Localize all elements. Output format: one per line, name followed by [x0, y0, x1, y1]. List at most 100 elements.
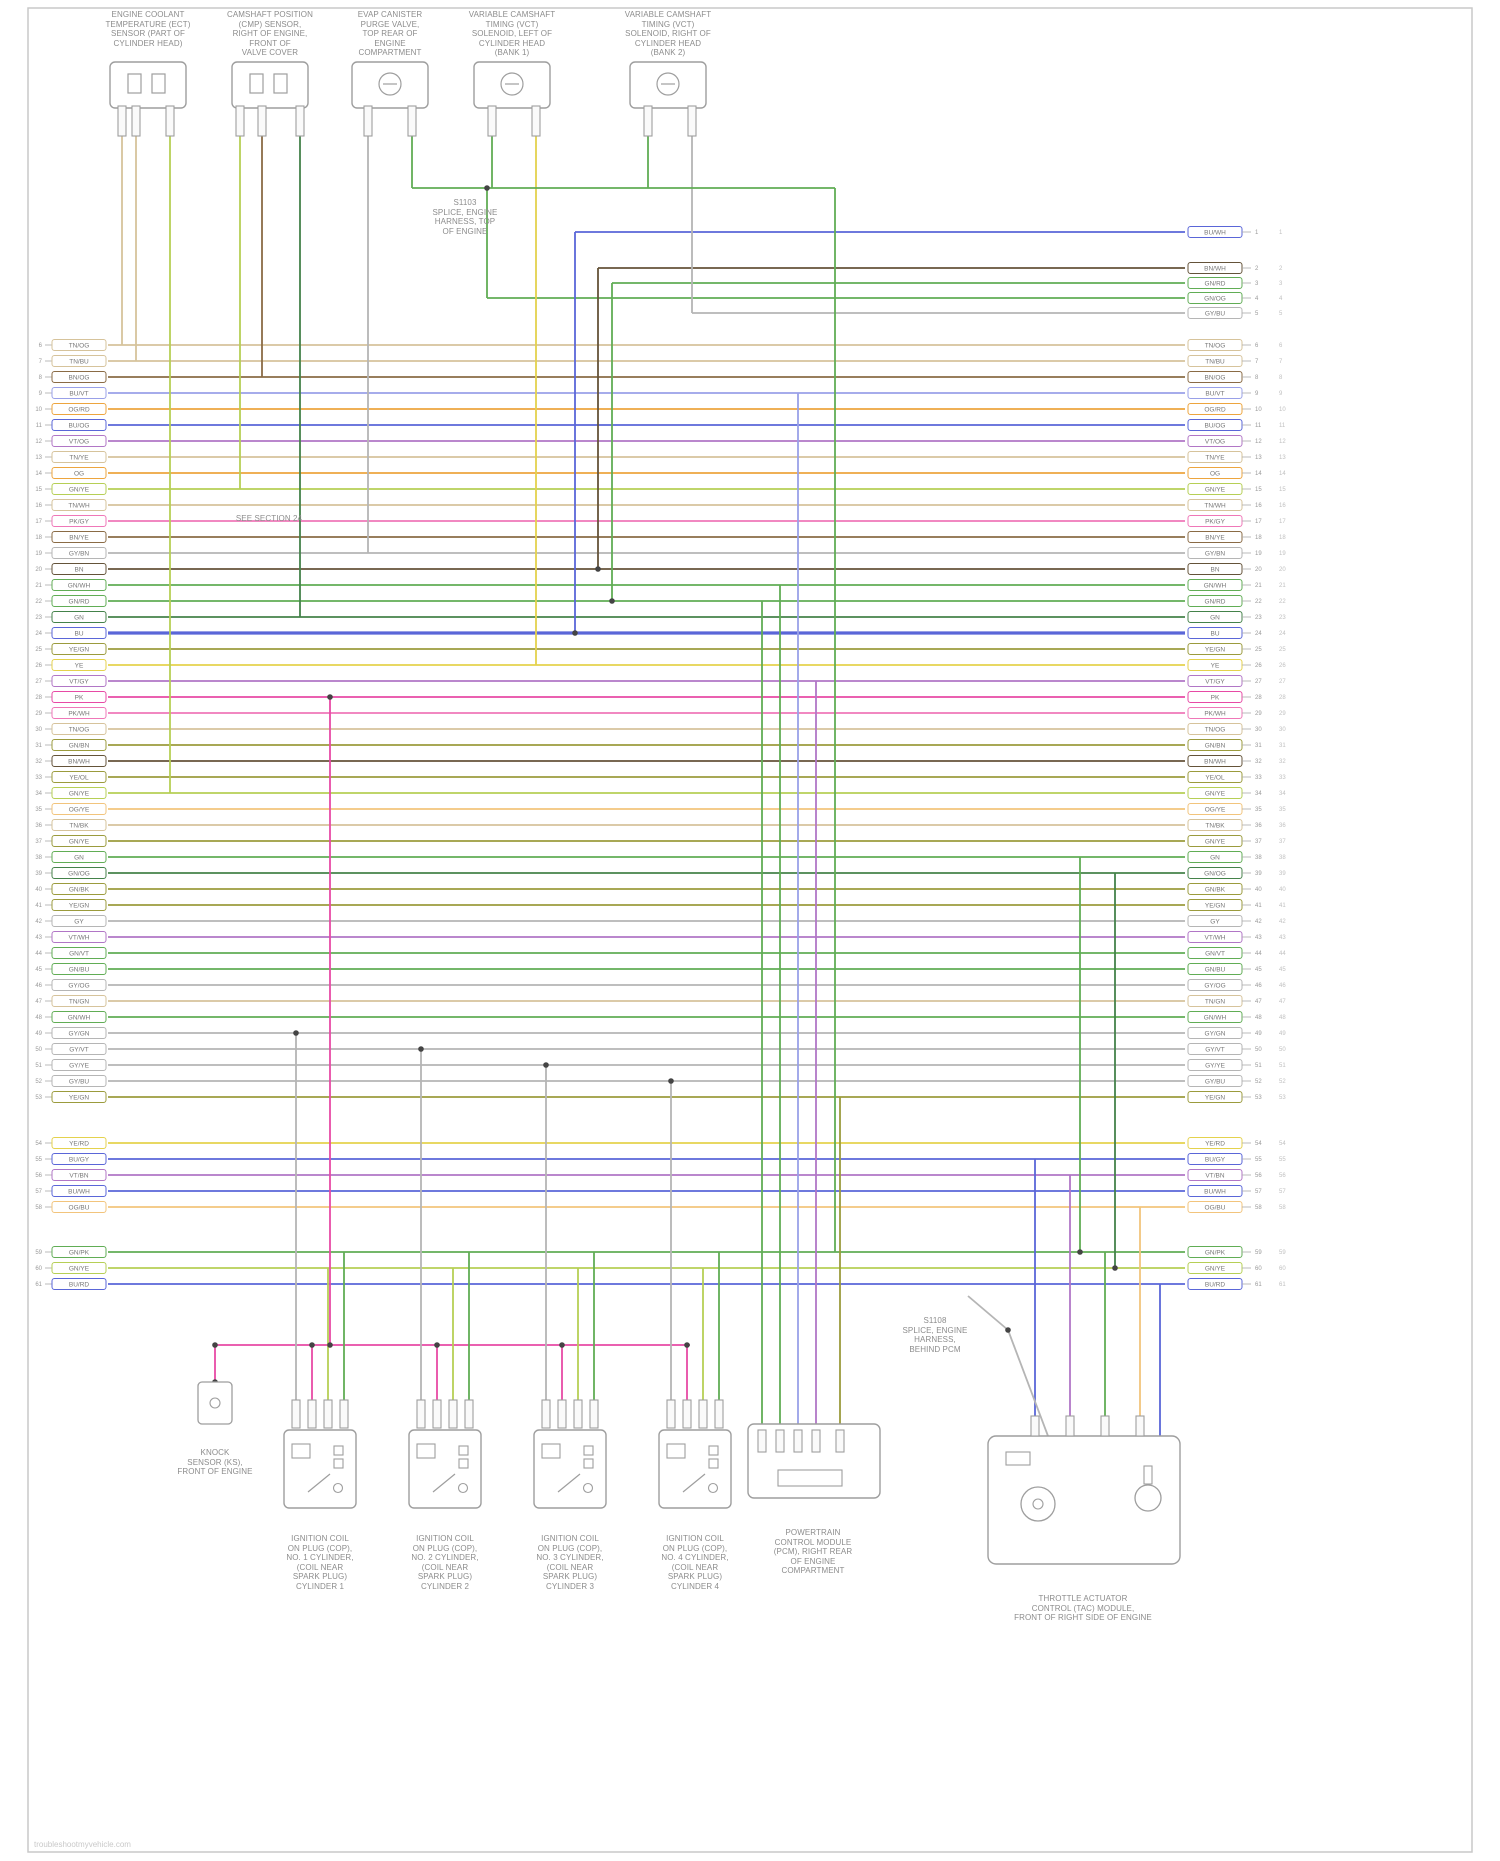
right-pin-number: 60 [1255, 1266, 1262, 1272]
junction-dot [1077, 1249, 1083, 1255]
right-wire-label: BU/RD [1205, 1281, 1226, 1288]
left-wire-label-box [51, 563, 107, 575]
left-pin-number: 32 [35, 759, 42, 765]
left-wire-label-box [51, 963, 107, 975]
right-pin-number: 18 [1255, 535, 1262, 541]
left-wire-label-box [51, 1262, 107, 1274]
connector-pin [687, 105, 697, 137]
right-pin-number: 22 [1255, 599, 1262, 605]
left-wire-label-box [51, 1201, 107, 1213]
right-wire-label: OG/YE [1205, 806, 1226, 813]
left-wire-label-box [51, 611, 107, 623]
right-wire-label: VT/WH [1205, 934, 1226, 941]
right-pin-number: 36 [1255, 823, 1262, 829]
right-pin-number: 6 [1255, 343, 1259, 349]
connector-pin [666, 1399, 676, 1429]
left-wire-label: GN/YE [69, 1265, 90, 1272]
left-wire-label: GN/VT [69, 950, 89, 957]
right-pin-number: 25 [1255, 647, 1262, 653]
left-wire-label-box [51, 739, 107, 751]
right-wire-label: TN/OG [1205, 726, 1226, 733]
junction-dot [309, 1342, 315, 1348]
left-pin-number: 54 [35, 1141, 42, 1147]
connector-pin [531, 105, 541, 137]
annotation-3: SEE SECTION 24 [235, 514, 303, 523]
left-wire-label: GN/BN [69, 742, 90, 749]
right-wire-label: TN/BK [1205, 822, 1225, 829]
right-wire-label: GN/BU [1205, 966, 1226, 973]
annotation-2: S1108 SPLICE, ENGINE HARNESS, BEHIND PCM [902, 1316, 968, 1354]
left-wire-label-box [51, 979, 107, 991]
right-pin-number: 30 [1255, 727, 1262, 733]
left-wire-label: GY/BU [69, 1078, 90, 1085]
right-wire-label: BU/VT [1205, 390, 1224, 397]
left-wire-label-box [51, 819, 107, 831]
right-pin-number-2: 19 [1279, 551, 1286, 557]
connector-pin [165, 105, 175, 137]
right-pin-number: 29 [1255, 711, 1262, 717]
left-wire-label-box [51, 531, 107, 543]
right-pin-number: 43 [1255, 935, 1262, 941]
right-pin-number: 20 [1255, 567, 1262, 573]
right-pin-number: 24 [1255, 631, 1262, 637]
left-wire-label-box [51, 515, 107, 527]
right-pin-number: 4 [1255, 296, 1259, 302]
left-wire-label: TN/YE [69, 454, 89, 461]
right-wire-label: GY/VT [1205, 1046, 1225, 1053]
left-wire-label: BU [74, 630, 83, 637]
left-pin-number: 41 [35, 903, 42, 909]
right-pin-number: 33 [1255, 775, 1262, 781]
coil-primary-icon [416, 1443, 436, 1459]
component-body [231, 61, 309, 109]
left-wire-label-box [51, 579, 107, 591]
ignition-coil-caption-3: IGNITION COIL ON PLUG (COP), NO. 3 CYLINDE… [536, 1534, 604, 1591]
right-pin-number-2: 33 [1279, 775, 1286, 781]
right-pin-number: 42 [1255, 919, 1262, 925]
left-pin-number: 56 [35, 1173, 42, 1179]
left-wire-label: BN [74, 566, 83, 573]
left-wire-label-box [51, 403, 107, 415]
top-component-caption-5: VARIABLE CAMSHAFT TIMING (VCT) SOLENOID, R… [624, 10, 712, 57]
left-wire-label-box [51, 771, 107, 783]
ignition-coil-body [533, 1429, 607, 1509]
left-wire-label: GN/YE [69, 838, 90, 845]
right-wire-label: BN [1210, 566, 1219, 573]
left-pin-number: 55 [35, 1157, 42, 1163]
left-wire-label-box [51, 339, 107, 351]
left-wire-label-box [51, 1059, 107, 1071]
junction-dot [668, 1078, 674, 1084]
left-wire-label-box [51, 1246, 107, 1258]
connector-pin [775, 1429, 785, 1453]
right-pin-number-2: 37 [1279, 839, 1286, 845]
right-pin-number: 17 [1255, 519, 1262, 525]
left-pin-number: 8 [39, 375, 43, 381]
knock-sensor-icon [209, 1397, 221, 1409]
right-pin-number: 10 [1255, 407, 1262, 413]
right-wire-label: TN/OG [1205, 342, 1226, 349]
right-pin-number-2: 25 [1279, 647, 1286, 653]
left-wire-label: PK [75, 694, 84, 701]
left-wire-label-box [51, 723, 107, 735]
right-wire-label: BN/YE [1205, 534, 1225, 541]
component-body [109, 61, 187, 109]
left-wire-label-box [51, 643, 107, 655]
actuator-icon [1134, 1484, 1162, 1512]
left-wire-label-box [51, 355, 107, 367]
connector-pin [235, 105, 245, 137]
left-pin-number: 26 [35, 663, 42, 669]
left-wire-label-box [51, 867, 107, 879]
left-wire-label: PK/GY [69, 518, 90, 525]
connector-pin [1065, 1415, 1075, 1437]
junction-dot [293, 1030, 299, 1036]
right-pin-number-2: 40 [1279, 887, 1286, 893]
right-pin-number-2: 41 [1279, 903, 1286, 909]
connector-pin [589, 1399, 599, 1429]
right-pin-number: 31 [1255, 743, 1262, 749]
left-wire-label: YE/OL [69, 774, 89, 781]
left-wire-label: TN/GN [69, 998, 90, 1005]
right-pin-number: 61 [1255, 1282, 1262, 1288]
right-pin-number: 19 [1255, 551, 1262, 557]
coil-terminal-icon [583, 1458, 594, 1469]
right-wire-label: PK/WH [1204, 710, 1226, 717]
right-wire-label: BU/GY [1205, 1156, 1226, 1163]
